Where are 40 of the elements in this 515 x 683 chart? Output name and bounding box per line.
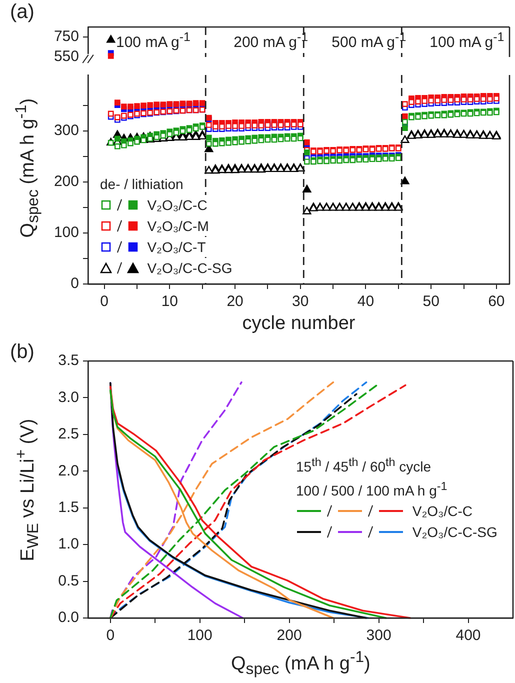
y-tick-label: 750 — [54, 28, 79, 46]
x-tick-label: 10 — [161, 293, 178, 310]
x-axis-title: cycle number — [242, 313, 356, 334]
x-tick-label: 30 — [292, 293, 309, 310]
legend-label: V₂O₃/C-C — [147, 194, 210, 214]
y-tick-label: 2.0 — [58, 462, 79, 480]
annotation: 100 mA g$^{-1}$ — [430, 29, 504, 52]
x-tick-label: 200 — [276, 627, 302, 644]
x-tick-label: 0 — [106, 627, 115, 644]
x-tick-label: 0 — [100, 293, 109, 310]
y-tick-label: 100 — [54, 224, 79, 242]
x-tick-label: 50 — [422, 293, 440, 310]
y-tick-label: 0 — [70, 275, 79, 292]
legend-label: V₂O₃/C-M — [147, 216, 211, 236]
annotation: 100 mA g$^{-1}$ — [116, 29, 191, 52]
y-tick-label: 0.5 — [58, 572, 79, 590]
y-tick-label: 550 — [54, 48, 79, 66]
y-tick-label: 1.5 — [58, 499, 79, 516]
legend-label: V₂O₃/C-C-SG — [147, 258, 234, 278]
y-tick-label: 300 — [54, 122, 79, 140]
x-tick-label: 60 — [488, 293, 505, 310]
x-axis-title: Q$_{spec}$ (mA h g$^{-1}$) — [231, 649, 370, 680]
text: 15$^{th}$ / 45$^{th}$ / 60$^{th}$ cycle 100 / 500 / 100 mA h g$^{-1}$ — [296, 456, 448, 498]
y-tick-label: 2.5 — [58, 426, 79, 443]
y-tick-label: 0.0 — [58, 609, 79, 626]
text: (b) — [10, 341, 34, 363]
y-tick-label: 3.5 — [58, 352, 79, 370]
x-tick-label: 300 — [366, 627, 392, 644]
legend-label: V₂O₃/C-C — [412, 500, 475, 521]
x-tick-label: 40 — [357, 293, 374, 310]
y-tick-label: 1.0 — [58, 536, 79, 553]
y-tick-label: 3.0 — [58, 388, 79, 406]
x-tick-label: 400 — [456, 627, 481, 644]
x-tick-label: 20 — [226, 293, 244, 310]
y-tick-label: 200 — [54, 173, 79, 190]
legend-label: V₂O₃/C-C-SG — [412, 522, 500, 542]
legend-label: V₂O₃/C-T — [147, 236, 208, 256]
legend-title: de- / lithiation — [100, 175, 184, 194]
x-tick-label: 100 — [187, 627, 212, 644]
text: (a) — [10, 1, 34, 23]
